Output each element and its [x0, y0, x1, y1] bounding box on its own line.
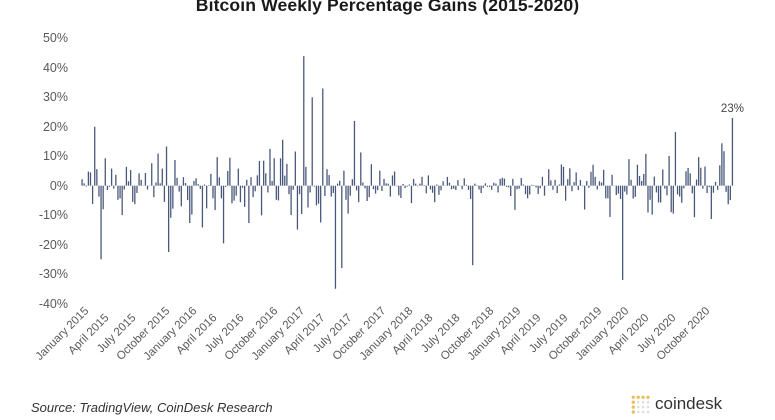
svg-text:23%: 23%: [721, 103, 744, 115]
